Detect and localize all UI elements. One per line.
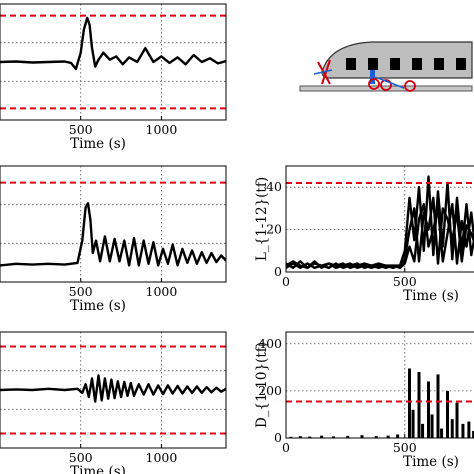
x-tick-label-0: 500 [69,122,93,137]
bar-3 [320,435,324,438]
plot-area [286,175,474,269]
y-tick-label-0: 0 [274,264,282,279]
bar-8 [386,435,390,438]
bar-19 [450,419,454,438]
bogie-strut [370,70,375,84]
x-tick-label-1: 1000 [146,122,178,137]
y-axis-label: L_{1-12}(tf) [254,177,270,261]
x-tick-label-1: 500 [393,440,417,455]
series-line-0 [0,374,226,403]
bar-1 [298,436,302,438]
panel-right-middle: 0 500 0 20 40 Time (s) L_{1-12}(tf) [254,165,474,304]
y-tick-label-1: 200 [258,383,282,398]
bar-9 [396,434,400,438]
x-axis-label: Time (s) [403,288,459,304]
x-tick-label-0: 500 [69,450,93,465]
y-tick-label-1: 20 [266,222,282,237]
car-window-6 [456,58,466,70]
axes-frame [285,165,474,273]
bar-2 [308,436,312,438]
y-axis-label: D_{1-10}(tf) [254,342,270,428]
wheel-3 [404,80,416,92]
ground-rail [299,85,473,92]
panel-left-middle: 500 1000 Time (s) [0,165,227,314]
y-tick-label-2: 40 [266,179,282,194]
axes-frame [285,331,474,439]
panel-left-top: 500 1000 Time (s) [0,3,227,152]
plot-area [289,368,474,438]
wheel-1 [368,78,380,90]
car-window-2 [368,58,378,70]
bar-6 [360,435,364,438]
bar-17 [440,428,444,438]
panel-right-bottom: 0 500 0 200 400 Time (s) D_{1-10}(tf) [254,331,474,470]
bar-13 [421,423,425,438]
bar-4 [332,436,335,438]
bar-15 [430,414,434,438]
x-tick-label-0: 0 [282,440,290,455]
x-axis-label: Time (s) [403,454,459,470]
x-tick-label-0: 0 [282,274,290,289]
bar-12 [417,372,421,438]
wheel-2 [380,79,392,91]
panel-right-top-diagram [299,41,473,92]
x-axis-label: Time (s) [70,464,126,474]
axes-frame [0,331,227,449]
x-tick-label-1: 1000 [146,284,178,299]
bar-14 [427,381,430,438]
car-window-4 [412,58,422,70]
bar-23 [472,430,474,438]
bar-16 [436,374,440,438]
plot-area [0,16,226,71]
x-tick-label-1: 500 [393,274,417,289]
panel-left-bottom: 500 1000 Time (s) [0,331,227,474]
bar-22 [467,421,471,438]
bar-7 [374,436,378,438]
bar-18 [446,390,449,438]
plot-area [0,374,226,403]
x-tick-label-1: 1000 [146,450,178,465]
car-window-1 [346,58,356,70]
axes-frame [0,3,227,121]
series-line-0 [0,16,226,71]
link-blue-1 [313,69,333,75]
bar-21 [461,423,465,438]
plot-area [0,202,226,267]
series-line-0 [0,202,226,267]
axes-frame [0,165,227,283]
y-tick-label-2: 400 [258,336,282,351]
y-tick-label-0: 0 [274,430,282,445]
x-tick-label-0: 500 [69,284,93,299]
bar-20 [455,402,459,438]
bar-10 [408,368,411,438]
bar-5 [346,435,350,438]
car-window-3 [390,58,400,70]
x-axis-label: Time (s) [70,298,126,314]
car-window-5 [434,58,444,70]
x-axis-label: Time (s) [70,136,126,152]
series-line-2 [286,202,474,269]
bar-0 [289,436,293,438]
link-blue-2 [377,77,405,89]
link-red-1 [317,61,331,85]
bar-11 [411,409,415,438]
